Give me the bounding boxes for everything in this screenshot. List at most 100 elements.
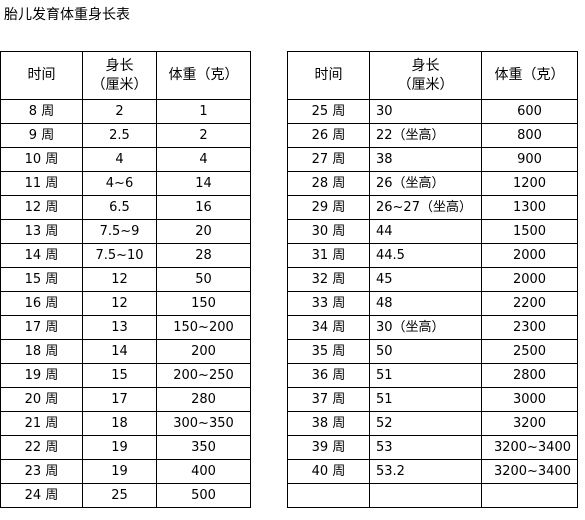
table-row: 38 周 52 3200 — [287, 411, 578, 436]
header-week: 时间 — [287, 51, 370, 100]
cell-weight: 4 — [156, 147, 251, 172]
header-weight: 体重（克） — [481, 51, 578, 100]
table-row: 30 周 44 1500 — [287, 219, 578, 244]
document-title: 胎儿发育体重身长表 — [4, 7, 130, 23]
cell-length: 48 — [369, 291, 482, 316]
cell-weight: 50 — [156, 267, 251, 292]
table-row: 40 周 53.2 3200~3400 — [287, 459, 578, 484]
table-row: 16 周 12 150 — [0, 291, 251, 316]
cell-length: 7.5~10 — [82, 243, 157, 268]
cell-week: 31 周 — [287, 243, 370, 268]
table-row: 35 周 50 2500 — [287, 339, 578, 364]
table-row: 14 周 7.5~10 28 — [0, 243, 251, 268]
cell-weight: 1300 — [481, 195, 578, 220]
cell-week: 39 周 — [287, 435, 370, 460]
table-row: 13 周 7.5~9 20 — [0, 219, 251, 244]
header-length: 身长 （厘米） — [369, 51, 482, 100]
cell-week: 26 周 — [287, 123, 370, 148]
cell-length: 14 — [82, 339, 157, 364]
cell-week: 22 周 — [0, 435, 83, 460]
cell-weight: 800 — [481, 123, 578, 148]
header-length-line2: （厘米） — [397, 76, 454, 93]
cell-length: 53.2 — [369, 459, 482, 484]
table-header-row: 时间 身长 （厘米） 体重（克） — [0, 51, 251, 100]
header-week: 时间 — [0, 51, 83, 100]
cell-weight: 200~250 — [156, 363, 251, 388]
table-row: 21 周 18 300~350 — [0, 411, 251, 436]
table-row: 17 周 13 150~200 — [0, 315, 251, 340]
cell-length: 25 — [82, 483, 157, 508]
cell-week: 12 周 — [0, 195, 83, 220]
table-row: 39 周 53 3200~3400 — [287, 435, 578, 460]
cell-weight: 2 — [156, 123, 251, 148]
cell-length: 12 — [82, 291, 157, 316]
cell-week: 35 周 — [287, 339, 370, 364]
cell-week: 30 周 — [287, 219, 370, 244]
cell-week: 20 周 — [0, 387, 83, 412]
table-row: 34 周 30（坐高） 2300 — [287, 315, 578, 340]
cell-week: 28 周 — [287, 171, 370, 196]
cell-length: 6.5 — [82, 195, 157, 220]
cell-week: 36 周 — [287, 363, 370, 388]
table-row: 29 周 26~27（坐高） 1300 — [287, 195, 578, 220]
cell-weight: 2800 — [481, 363, 578, 388]
cell-length: 15 — [82, 363, 157, 388]
cell-weight: 1200 — [481, 171, 578, 196]
table-row: 33 周 48 2200 — [287, 291, 578, 316]
cell-weight: 500 — [156, 483, 251, 508]
cell-week: 38 周 — [287, 411, 370, 436]
table-row: 31 周 44.5 2000 — [287, 243, 578, 268]
cell-length: 52 — [369, 411, 482, 436]
cell-week: 21 周 — [0, 411, 83, 436]
table-row: 19 周 15 200~250 — [0, 363, 251, 388]
cell-weight: 1 — [156, 99, 251, 124]
cell-weight: 14 — [156, 171, 251, 196]
cell-length: 38 — [369, 147, 482, 172]
table-row: 23 周 19 400 — [0, 459, 251, 484]
cell-week: 19 周 — [0, 363, 83, 388]
header-weight: 体重（克） — [156, 51, 251, 100]
table-body-right: 25 周 30 600 26 周 22（坐高） 800 27 周 38 900 28 周 26（坐高… — [287, 99, 578, 508]
cell-length: 13 — [82, 315, 157, 340]
cell-week: 9 周 — [0, 123, 83, 148]
cell-weight: 3000 — [481, 387, 578, 412]
cell-length: 7.5~9 — [82, 219, 157, 244]
cell-length: 53 — [369, 435, 482, 460]
cell-week: 11 周 — [0, 171, 83, 196]
cell-weight: 2300 — [481, 315, 578, 340]
cell-weight: 28 — [156, 243, 251, 268]
header-length-line2: （厘米） — [91, 76, 148, 93]
cell-weight: 3200~3400 — [481, 459, 578, 484]
table-row: 36 周 51 2800 — [287, 363, 578, 388]
table-row: 20 周 17 280 — [0, 387, 251, 412]
cell-weight: 3200~3400 — [481, 435, 578, 460]
cell-week: 17 周 — [0, 315, 83, 340]
cell-length: 51 — [369, 387, 482, 412]
cell-length: 4~6 — [82, 171, 157, 196]
cell-weight: 20 — [156, 219, 251, 244]
table-row — [287, 483, 578, 508]
cell-weight: 2000 — [481, 243, 578, 268]
table-row: 22 周 19 350 — [0, 435, 251, 460]
header-length-line1: 身长 — [411, 57, 440, 74]
table-row: 9 周 2.5 2 — [0, 123, 251, 148]
table-row: 37 周 51 3000 — [287, 387, 578, 412]
cell-weight: 300~350 — [156, 411, 251, 436]
cell-week: 40 周 — [287, 459, 370, 484]
table-row: 32 周 45 2000 — [287, 267, 578, 292]
cell-length: 44 — [369, 219, 482, 244]
cell-week: 24 周 — [0, 483, 83, 508]
cell-weight: 350 — [156, 435, 251, 460]
cell-weight: 900 — [481, 147, 578, 172]
cell-length: 30 — [369, 99, 482, 124]
cell-weight: 400 — [156, 459, 251, 484]
cell-length: 45 — [369, 267, 482, 292]
cell-week: 14 周 — [0, 243, 83, 268]
cell-length: 17 — [82, 387, 157, 412]
cell-length: 4 — [82, 147, 157, 172]
cell-week: 33 周 — [287, 291, 370, 316]
